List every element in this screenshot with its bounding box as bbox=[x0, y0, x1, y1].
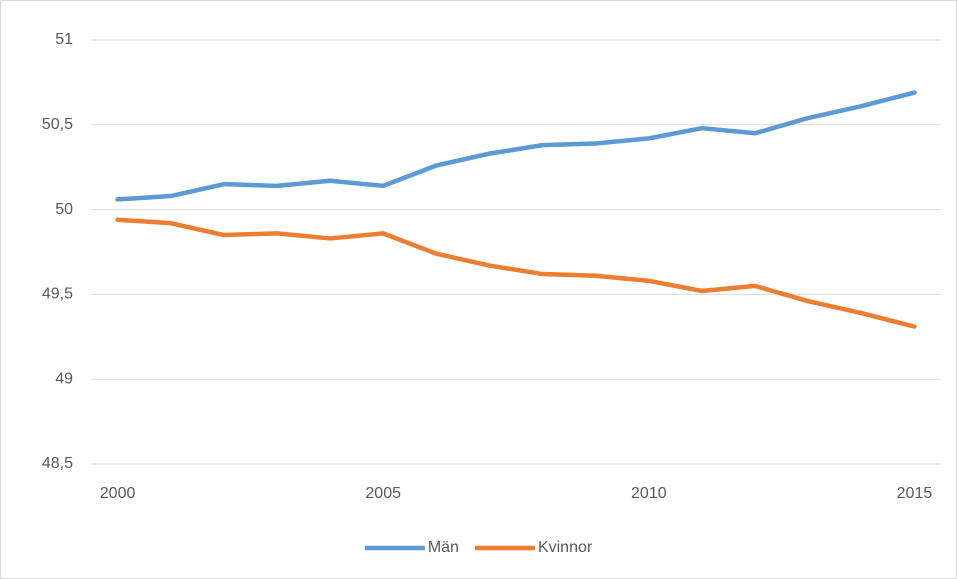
data-line bbox=[115, 217, 917, 329]
y-tick-label: 49 bbox=[55, 370, 73, 387]
legend-label: Kvinnor bbox=[538, 539, 593, 556]
x-tick-label: 2010 bbox=[631, 485, 667, 502]
legend-label: Män bbox=[428, 539, 459, 556]
y-tick-label: 48,5 bbox=[42, 455, 73, 472]
x-tick-label: 2005 bbox=[365, 485, 401, 502]
y-tick-label: 50,5 bbox=[42, 116, 73, 133]
y-tick-label: 49,5 bbox=[42, 286, 73, 303]
y-tick-label: 50 bbox=[55, 201, 73, 218]
x-tick-label: 2015 bbox=[897, 485, 933, 502]
y-tick-label: 51 bbox=[55, 31, 73, 48]
x-tick-label: 2000 bbox=[100, 485, 136, 502]
data-line bbox=[115, 90, 917, 202]
